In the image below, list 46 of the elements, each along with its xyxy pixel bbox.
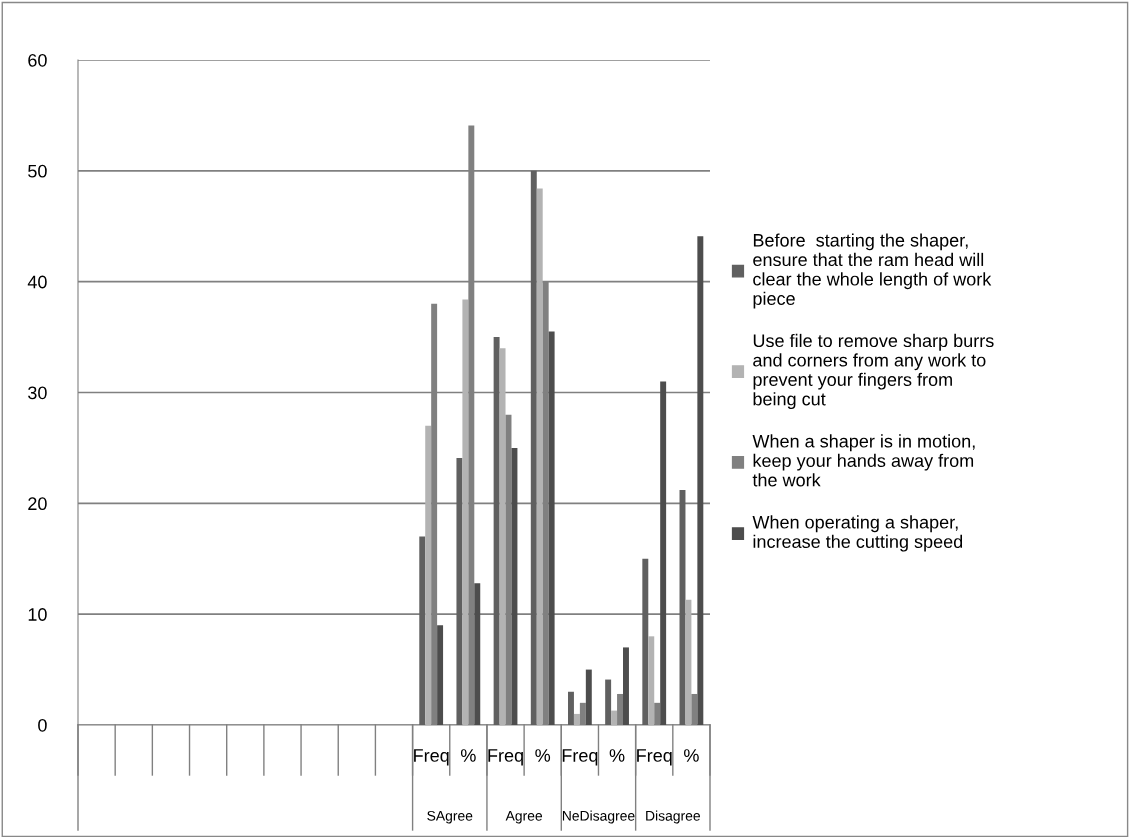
bar bbox=[623, 647, 629, 725]
x-tick-label: Freq bbox=[414, 749, 449, 766]
bar bbox=[605, 679, 612, 725]
bar bbox=[456, 457, 463, 725]
bar bbox=[530, 170, 537, 725]
x-tick-label: Freq bbox=[562, 749, 598, 766]
bar bbox=[425, 425, 432, 725]
text: Agree bbox=[505, 811, 543, 824]
legend-label: Before starting the shaper, ensure that the ram head will clear the whole length of work piece bbox=[753, 233, 992, 309]
bar bbox=[697, 236, 704, 725]
y-tick-label: 50 bbox=[28, 164, 47, 178]
text: SAgree bbox=[427, 810, 473, 824]
bar bbox=[493, 337, 500, 725]
y-tick-label: 60 bbox=[28, 53, 47, 67]
bar bbox=[437, 625, 444, 725]
bar bbox=[585, 669, 592, 725]
legend-label: When operating a shaper, increase the cutting speed bbox=[752, 515, 963, 552]
bar bbox=[567, 691, 574, 725]
bar bbox=[474, 583, 481, 725]
y-tick-label: 40 bbox=[27, 275, 47, 289]
bar bbox=[660, 381, 667, 725]
bar bbox=[611, 710, 618, 725]
bar bbox=[648, 636, 655, 725]
x-tick-label: Freq bbox=[637, 749, 672, 766]
legend-label: Use file to remove sharp burrs and corners from any work to prevent your fingers from being cut bbox=[753, 333, 994, 410]
bar bbox=[536, 188, 543, 725]
x-tick-label: % bbox=[535, 749, 551, 762]
y-tick-label: 0 bbox=[38, 718, 47, 732]
bar bbox=[462, 299, 469, 725]
bar bbox=[642, 558, 649, 725]
x-tick-label: % bbox=[609, 749, 625, 762]
text: Disagree bbox=[646, 810, 700, 824]
x-tick-label: % bbox=[684, 749, 699, 762]
bar bbox=[685, 599, 692, 725]
x-tick-label: % bbox=[460, 749, 476, 762]
x-tick-label: Freq bbox=[488, 749, 523, 766]
y-tick-label: 20 bbox=[28, 497, 47, 511]
y-tick-label: 30 bbox=[28, 386, 47, 400]
bar bbox=[511, 447, 518, 725]
legend-label: When a shaper is in motion, keep your hands away from the work bbox=[752, 434, 975, 487]
bar bbox=[419, 536, 426, 725]
bar bbox=[573, 713, 580, 725]
bar bbox=[499, 348, 506, 725]
text: NeDisagree bbox=[562, 810, 635, 824]
bar bbox=[548, 331, 555, 725]
y-tick-label: 10 bbox=[28, 608, 47, 621]
